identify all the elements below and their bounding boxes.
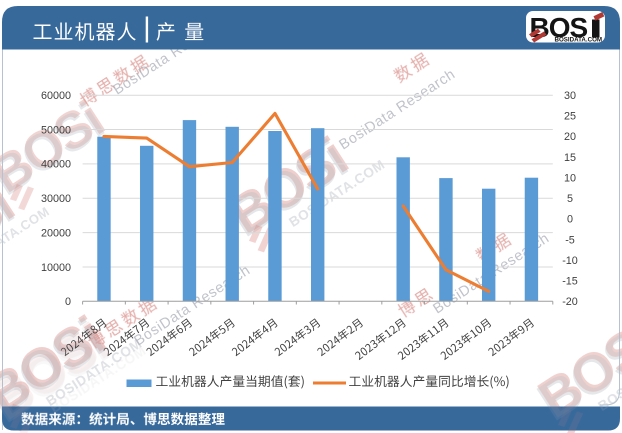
svg-text:50000: 50000 [41, 124, 71, 136]
svg-text:0: 0 [65, 296, 71, 308]
svg-text:20: 20 [564, 131, 576, 143]
svg-text:0: 0 [567, 214, 573, 226]
svg-text:10000: 10000 [41, 262, 71, 274]
svg-text:BOSIDATA.COM: BOSIDATA.COM [555, 36, 603, 43]
svg-text:5: 5 [567, 193, 573, 205]
svg-text:10: 10 [564, 172, 576, 184]
svg-text:20000: 20000 [41, 227, 71, 239]
svg-text:30: 30 [564, 90, 576, 102]
svg-text:30000: 30000 [41, 193, 71, 205]
svg-text:-10: -10 [562, 255, 578, 267]
svg-text:40000: 40000 [41, 159, 71, 171]
svg-text:25: 25 [564, 111, 576, 123]
svg-text:60000: 60000 [41, 90, 71, 102]
svg-text:-15: -15 [562, 276, 578, 288]
svg-text:15: 15 [564, 152, 576, 164]
svg-text:-5: -5 [565, 234, 575, 246]
svg-text:-20: -20 [562, 296, 578, 308]
